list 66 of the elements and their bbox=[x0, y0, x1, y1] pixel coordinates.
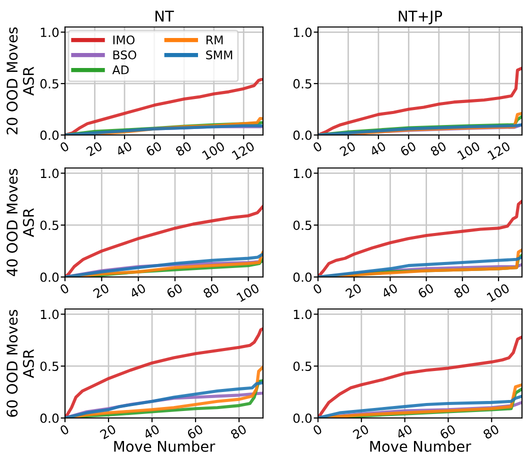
y-tick-label: 0.5 bbox=[293, 220, 312, 230]
x-tick-label: 60 bbox=[439, 424, 456, 440]
y-tick-label: 0.0 bbox=[293, 272, 312, 282]
x-tick-label: 60 bbox=[186, 424, 204, 440]
y-tick-label: 1.0 bbox=[40, 28, 59, 38]
x-tick-label: 60 bbox=[145, 141, 162, 156]
x-tick-label: 0 bbox=[312, 141, 323, 152]
legend-label: SMM bbox=[206, 50, 232, 60]
x-tick-label: 20 bbox=[92, 283, 110, 298]
x-tick-label: 20 bbox=[345, 283, 362, 298]
x-tick-label: 80 bbox=[430, 141, 447, 156]
x-tick-label: 80 bbox=[453, 283, 470, 298]
x-tick-label: 100 bbox=[457, 141, 481, 160]
x-tick-label: 60 bbox=[400, 141, 417, 156]
x-tick-label: 80 bbox=[482, 424, 500, 440]
y-tick-label: 0.5 bbox=[293, 362, 312, 372]
y-tick-label: 0.0 bbox=[293, 413, 312, 423]
x-tick-label: 40 bbox=[396, 424, 413, 440]
x-tick-label: 120 bbox=[487, 141, 511, 160]
legend-label: IMO bbox=[113, 35, 135, 44]
x-tick-label: 0 bbox=[312, 283, 323, 294]
x-tick-label: 40 bbox=[380, 283, 398, 299]
chart-title: NT bbox=[156, 10, 174, 22]
x-tick-label: 20 bbox=[339, 141, 356, 156]
x-tick-label: 40 bbox=[142, 424, 160, 440]
x-tick-label: 0 bbox=[59, 141, 70, 152]
x-tick-label: 0 bbox=[59, 424, 70, 436]
x-tick-label: 100 bbox=[202, 141, 226, 160]
y-tick-label: 0.5 bbox=[40, 362, 58, 372]
y-tick-label: 0.5 bbox=[40, 220, 58, 230]
y-tick-label: 0.0 bbox=[40, 413, 59, 423]
x-axis-title: Move Number bbox=[114, 440, 216, 452]
y-tick-label: 0.0 bbox=[40, 272, 59, 282]
y-axis-title: 40 OOD Moves ASR bbox=[6, 168, 34, 276]
y-tick-label: 1.0 bbox=[294, 28, 312, 38]
x-tick-label: 40 bbox=[369, 141, 386, 157]
y-tick-label: 0.5 bbox=[293, 79, 312, 88]
y-tick-label: 0.0 bbox=[293, 130, 312, 140]
chart-title: NT+JP bbox=[398, 10, 442, 24]
x-tick-label: 100 bbox=[236, 283, 260, 302]
x-tick-label: 60 bbox=[417, 283, 434, 298]
y-tick-label: 1.0 bbox=[294, 168, 312, 178]
x-tick-label: 20 bbox=[352, 424, 370, 440]
x-tick-label: 100 bbox=[486, 283, 510, 302]
y-tick-label: 1.0 bbox=[40, 310, 59, 320]
x-tick-label: 40 bbox=[129, 283, 146, 299]
y-tick-label: 0.5 bbox=[40, 79, 58, 88]
x-axis-title: Move Number bbox=[370, 440, 472, 452]
y-tick-label: 1.0 bbox=[294, 310, 312, 320]
y-tick-label: 0.0 bbox=[40, 130, 59, 140]
x-tick-label: 80 bbox=[230, 424, 248, 440]
x-tick-label: 0 bbox=[59, 283, 70, 294]
x-tick-label: 80 bbox=[202, 283, 220, 298]
x-tick-label: 0 bbox=[312, 424, 323, 436]
y-axis-title: 60 OOD Moves ASR bbox=[6, 310, 34, 417]
x-tick-label: 80 bbox=[175, 141, 192, 156]
x-tick-label: 60 bbox=[166, 283, 183, 298]
legend-label: AD bbox=[112, 66, 129, 74]
y-tick-label: 1.0 bbox=[40, 168, 59, 178]
x-tick-label: 120 bbox=[232, 141, 256, 160]
legend-label: BSO bbox=[113, 50, 136, 60]
y-axis-title: 20 OOD Moves ASR bbox=[6, 27, 34, 134]
x-tick-label: 20 bbox=[100, 424, 116, 440]
x-tick-label: 40 bbox=[115, 141, 133, 157]
x-tick-label: 20 bbox=[86, 141, 103, 156]
legend-label: RM bbox=[206, 36, 223, 44]
